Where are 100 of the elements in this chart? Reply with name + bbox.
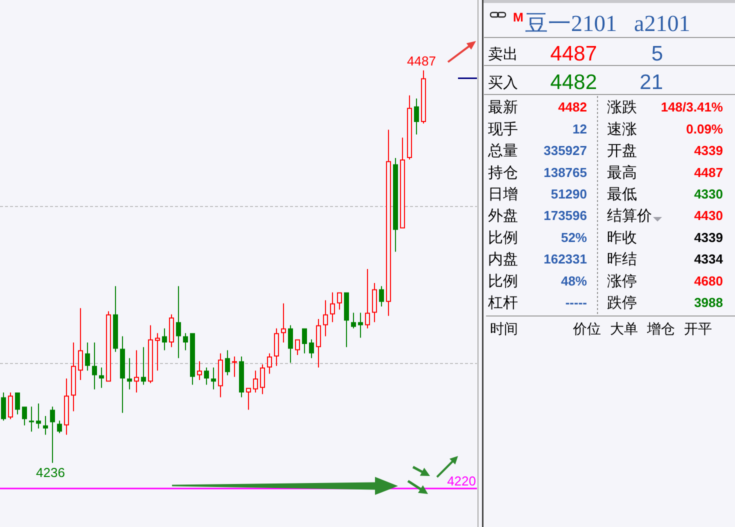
text: 时间 — [490, 320, 518, 336]
category-label: 开盘 — [607, 142, 637, 160]
candlestick — [330, 292, 335, 323]
candlestick — [246, 387, 251, 410]
category-label: 昨收 — [607, 229, 637, 246]
candlestick — [337, 292, 342, 310]
candlestick — [386, 129, 391, 316]
candlestick — [204, 366, 209, 386]
candlestick — [302, 328, 307, 354]
candlestick — [169, 314, 174, 348]
text: 52% — [560, 230, 587, 245]
candlestick — [267, 352, 272, 374]
candlestick — [344, 292, 349, 348]
candlestick — [176, 286, 181, 359]
category-label: 昨结 — [607, 251, 637, 268]
data-label: 4482 — [550, 71, 597, 94]
candlestick — [57, 420, 62, 434]
text: 0.09% — [686, 121, 723, 136]
text: 4430 — [694, 208, 723, 224]
candlestick — [323, 300, 328, 337]
data-label: 21 — [640, 71, 663, 94]
candlestick — [372, 282, 377, 323]
text: 162331 — [544, 252, 587, 267]
text: ----- — [565, 295, 587, 310]
text: 51290 — [550, 186, 587, 202]
candlestick — [22, 406, 27, 426]
candlestick — [127, 358, 132, 390]
category-label: 速涨 — [607, 120, 637, 138]
candlestick — [379, 286, 384, 308]
category-label: 最低 — [607, 186, 637, 203]
text: 335927 — [544, 143, 587, 158]
candlestick — [113, 286, 118, 352]
candlestick — [99, 366, 104, 388]
candlestick — [71, 342, 76, 412]
text: 4334 — [694, 252, 723, 267]
candlestick — [148, 324, 153, 384]
candlestick — [197, 360, 202, 381]
category-label: 结算价 — [607, 208, 652, 225]
candlestick — [400, 137, 405, 229]
text: 增仓 — [646, 320, 675, 336]
candlestick — [281, 302, 286, 343]
candlestick — [309, 338, 314, 359]
candlestick — [218, 352, 223, 398]
category-label: 最新 — [488, 99, 518, 116]
candlestick — [421, 70, 426, 124]
candlestick — [351, 312, 356, 329]
candlestick — [190, 332, 195, 386]
category-label: 内盘 — [488, 251, 518, 268]
text: 148/3.41% — [660, 100, 723, 115]
text: 138765 — [544, 164, 587, 180]
text: 价位 — [572, 320, 601, 336]
text: a2101 — [634, 11, 690, 36]
candlestick — [211, 366, 216, 390]
candlestick — [29, 406, 34, 432]
annotation: 4236 — [36, 464, 65, 480]
text: 4330 — [694, 186, 723, 202]
candlestick — [15, 392, 20, 415]
candlestick — [106, 310, 111, 382]
candlestick — [414, 98, 419, 135]
category-label: 买入 — [488, 74, 518, 92]
candlestick — [295, 338, 300, 356]
candlestick — [393, 157, 398, 252]
candlestick — [358, 312, 363, 338]
candlestick — [232, 356, 237, 378]
text: 4680 — [694, 273, 723, 288]
text: 大单 — [610, 320, 638, 336]
candlestick — [239, 356, 244, 398]
candlestick — [141, 346, 146, 386]
category-label: 卖出 — [488, 46, 518, 63]
category-label: 比例 — [488, 229, 518, 246]
candlestick — [274, 328, 279, 366]
text: 3988 — [694, 295, 723, 310]
category-label: 涨停 — [607, 272, 637, 290]
candlestick — [365, 268, 370, 329]
category-label: 最高 — [607, 164, 637, 182]
candlestick — [36, 402, 41, 429]
data-label: 4487 — [550, 42, 597, 66]
category-label: 总量 — [487, 142, 518, 160]
candlestick — [78, 308, 83, 381]
text: 4482 — [558, 100, 587, 115]
candlestick — [8, 392, 13, 420]
text: 豆一2101 — [525, 11, 617, 36]
candlestick — [64, 378, 69, 436]
category-label: 比例 — [488, 272, 518, 290]
category-label: 持仓 — [488, 164, 518, 182]
candlestick — [316, 318, 321, 368]
ref-line-label: 4220 — [447, 474, 476, 488]
candlestick — [134, 350, 139, 394]
candlestick — [1, 392, 6, 422]
candlestick — [155, 332, 160, 372]
text: 4339 — [694, 230, 723, 245]
candlestick — [260, 364, 265, 395]
candlestick — [162, 328, 167, 351]
text: 173596 — [544, 208, 587, 224]
text: 4487 — [694, 164, 723, 180]
category-label: 涨跌 — [607, 99, 637, 116]
text: 开平 — [684, 320, 712, 336]
text: 4339 — [694, 143, 723, 158]
candlestick — [120, 336, 125, 414]
candlestick — [92, 342, 97, 390]
